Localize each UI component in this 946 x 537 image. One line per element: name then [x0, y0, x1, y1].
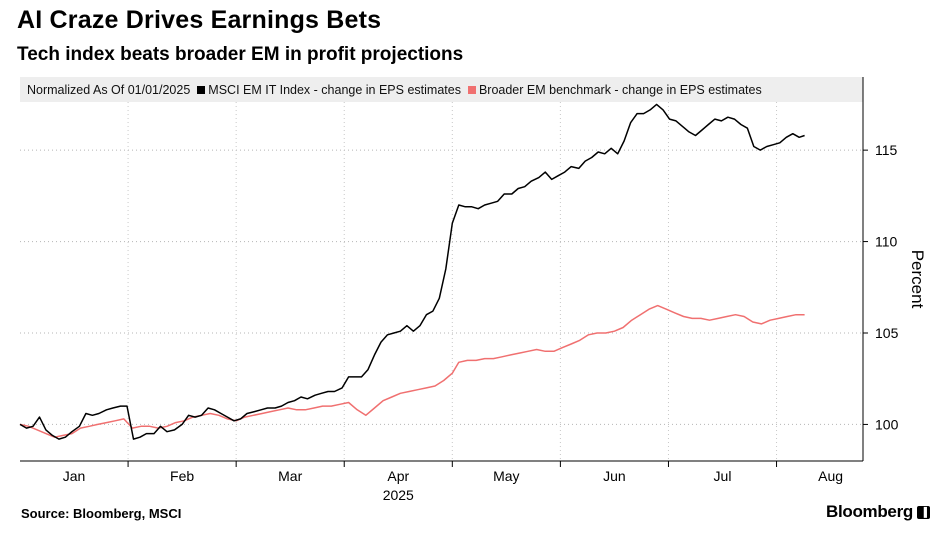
x-tick-label-aug: Aug [818, 468, 843, 484]
legend-normalized: Normalized As Of 01/01/2025 [27, 83, 190, 97]
y-tick-label-100: 100 [875, 416, 899, 432]
y-tick-label-110: 110 [875, 234, 898, 250]
x-tick-label-apr: Apr [387, 468, 409, 484]
grid [20, 102, 863, 461]
y-tick-label-105: 105 [875, 325, 899, 341]
source-note: Source: Bloomberg, MSCI [21, 506, 182, 521]
y-tick-label-115: 115 [875, 142, 898, 158]
legend: Normalized As Of 01/01/2025 MSCI EM IT I… [20, 77, 863, 102]
axes [20, 77, 868, 467]
brand-text: Bloomberg [825, 502, 913, 521]
chart-title: AI Craze Drives Earnings Bets [17, 6, 382, 34]
x-tick-label-feb: Feb [170, 468, 194, 484]
x-year-label: 2025 [383, 487, 414, 503]
legend-item-series1: MSCI EM IT Index - change in EPS estimat… [197, 83, 461, 97]
x-tick-label-jul: Jul [714, 468, 732, 484]
y-axis-title: Percent [908, 250, 927, 309]
bloomberg-terminal-icon: ▐ [917, 505, 930, 519]
chart-subtitle: Tech index beats broader EM in profit pr… [17, 44, 464, 65]
x-tick-label-jun: Jun [603, 468, 626, 484]
legend-swatch-series1 [197, 85, 206, 94]
series-line-2 [19, 304, 805, 438]
series-line-1 [19, 103, 805, 440]
axis-labels: 100 105 110 115 Jan Feb Mar Apr May Jun Jul Aug 2025… [63, 142, 927, 503]
x-tick-label-may: May [493, 468, 519, 484]
legend-label-series2: Broader EM benchmark - change in EPS est… [478, 82, 762, 97]
legend-label-series1: MSCI EM IT Index - change in EPS estimat… [208, 82, 461, 97]
legend-swatch-series2 [467, 85, 476, 94]
legend-item-series2: Broader EM benchmark - change in EPS est… [467, 82, 762, 97]
legend-normalized-label: Normalized As Of 01/01/2025 [27, 82, 191, 97]
bloomberg-logo: Bloomberg ▐ [826, 502, 930, 522]
series-group [19, 103, 805, 440]
x-tick-label-mar: Mar [278, 468, 302, 484]
x-tick-label-jan: Jan [63, 468, 86, 484]
